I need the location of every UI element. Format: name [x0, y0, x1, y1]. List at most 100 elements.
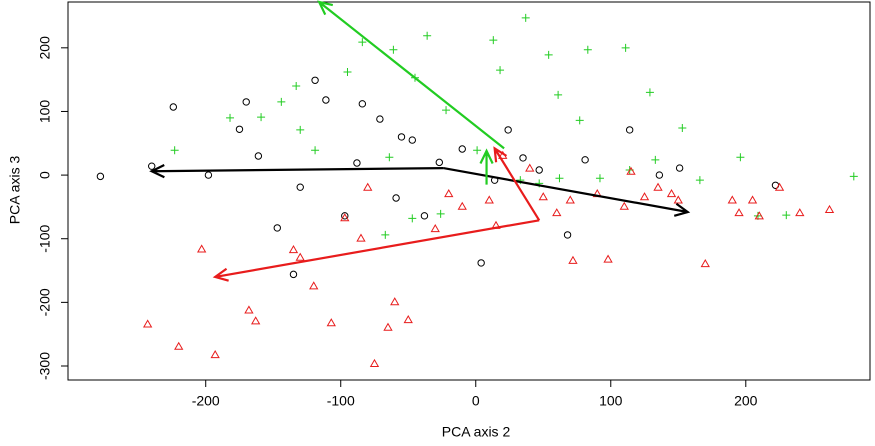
- y-tick-label: -200: [37, 288, 53, 316]
- point: [554, 90, 563, 99]
- point: [824, 204, 835, 213]
- point: [436, 209, 445, 218]
- point: [621, 43, 630, 52]
- point: [754, 211, 764, 220]
- point: [235, 125, 244, 133]
- point: [295, 252, 305, 261]
- point: [695, 176, 704, 185]
- point: [626, 166, 636, 175]
- point: [170, 146, 179, 155]
- point: [358, 100, 367, 108]
- point: [555, 174, 564, 183]
- point: [358, 38, 367, 47]
- arrow: [212, 219, 540, 282]
- point: [296, 183, 304, 191]
- x-tick-label: 0: [472, 393, 480, 409]
- arrow: [493, 146, 541, 221]
- point: [389, 45, 398, 54]
- point: [496, 66, 505, 75]
- point: [254, 152, 263, 160]
- x-axis-label: PCA axis 2: [442, 424, 511, 440]
- point: [309, 281, 319, 290]
- point: [363, 182, 373, 191]
- point: [639, 192, 650, 201]
- arrow: [149, 164, 444, 179]
- point: [525, 163, 535, 172]
- point: [675, 164, 684, 172]
- point: [653, 182, 663, 191]
- point: [340, 213, 350, 222]
- arrow: [443, 167, 691, 217]
- point: [521, 13, 530, 22]
- point: [504, 126, 512, 134]
- point: [655, 171, 664, 179]
- point: [356, 233, 366, 242]
- point: [390, 297, 400, 306]
- point: [484, 195, 494, 204]
- point: [595, 174, 604, 183]
- point: [747, 195, 758, 204]
- point: [563, 231, 572, 239]
- point: [568, 255, 578, 264]
- point: [727, 195, 737, 204]
- point: [849, 172, 858, 181]
- point: [442, 106, 451, 115]
- point: [457, 201, 467, 210]
- point: [736, 153, 745, 162]
- point: [645, 88, 654, 97]
- point: [296, 125, 305, 134]
- point: [353, 159, 361, 167]
- y-tick-label: -300: [37, 352, 53, 380]
- point: [381, 230, 390, 239]
- point: [435, 158, 443, 167]
- point: [244, 305, 254, 314]
- point: [311, 76, 319, 84]
- point: [795, 208, 805, 217]
- plot-box: [67, 1, 871, 381]
- arrow: [317, 0, 505, 150]
- point: [666, 188, 677, 198]
- point: [403, 314, 413, 324]
- point: [420, 212, 429, 220]
- y-tick-label: 100: [37, 100, 53, 124]
- x-tick-label: 100: [599, 393, 623, 409]
- point: [678, 124, 687, 132]
- point: [142, 319, 153, 328]
- point: [197, 244, 207, 253]
- point: [423, 31, 432, 40]
- point: [292, 82, 301, 90]
- point: [430, 223, 440, 233]
- point: [226, 113, 235, 122]
- point: [581, 156, 589, 164]
- point: [477, 259, 485, 267]
- point: [552, 208, 562, 217]
- point: [673, 195, 683, 204]
- point: [311, 146, 320, 155]
- point: [369, 358, 380, 367]
- point: [148, 162, 156, 170]
- y-tick-label: -100: [37, 225, 53, 253]
- y-axis-label: PCA axis 3: [7, 156, 23, 225]
- point: [625, 126, 634, 134]
- point: [408, 214, 417, 223]
- point: [397, 133, 406, 141]
- point: [204, 171, 213, 179]
- x-tick-label: -200: [192, 393, 220, 409]
- point: [603, 254, 613, 263]
- point: [489, 36, 498, 45]
- point: [322, 96, 330, 104]
- point: [343, 68, 352, 76]
- point: [782, 211, 791, 220]
- x-tick-label: -100: [327, 393, 355, 409]
- point: [458, 145, 466, 153]
- point: [96, 172, 105, 181]
- point: [210, 349, 220, 359]
- point: [583, 45, 592, 54]
- x-tick-label: 200: [734, 393, 758, 409]
- point: [169, 103, 178, 111]
- point: [277, 97, 286, 106]
- y-tick-label: 200: [37, 36, 53, 60]
- point: [734, 208, 744, 217]
- point: [774, 182, 785, 191]
